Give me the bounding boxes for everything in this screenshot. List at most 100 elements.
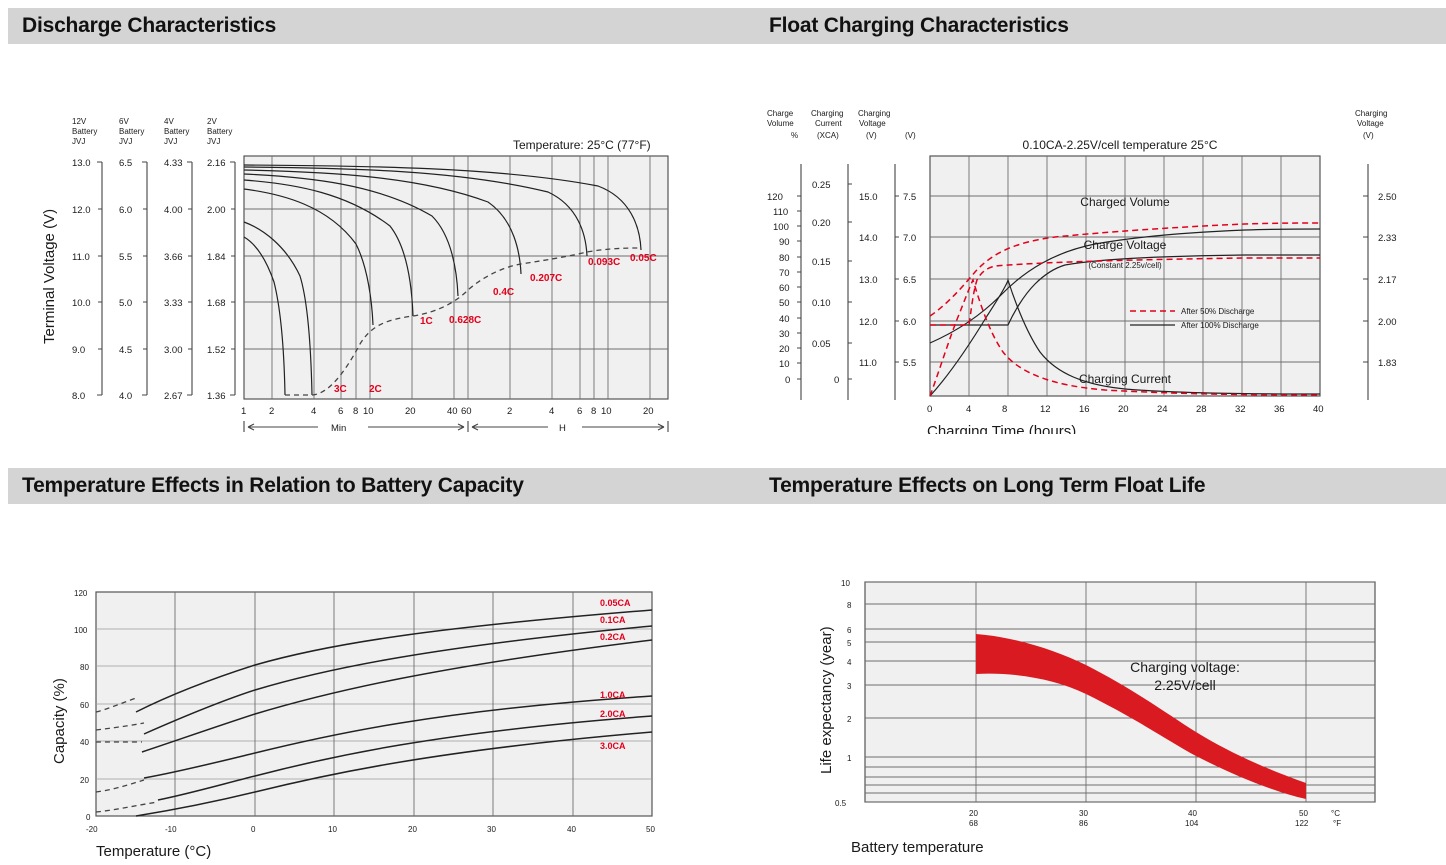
svg-text:12.0: 12.0 [72, 205, 91, 216]
svg-text:2: 2 [269, 406, 274, 417]
svg-text:0.207C: 0.207C [530, 273, 562, 284]
discharge-curves [243, 164, 642, 396]
svg-text:4.33: 4.33 [164, 158, 183, 169]
svg-text:3.33: 3.33 [164, 298, 183, 309]
svg-text:0.25: 0.25 [812, 180, 831, 191]
svg-text:6: 6 [847, 626, 852, 635]
svg-text:2.33: 2.33 [1378, 233, 1397, 244]
svg-text:°C: °C [1331, 809, 1340, 818]
float-yaxis-charge-volume: 120 110 100 90 80 70 60 50 40 30 20 10 0 [767, 164, 802, 400]
svg-text:2.25V/cell: 2.25V/cell [1154, 677, 1215, 693]
svg-text:8: 8 [1002, 404, 1007, 415]
svg-text:0.4C: 0.4C [493, 287, 514, 298]
discharge-yaxis-6v: 6.5 6.0 5.5 5.0 4.5 4.0 [119, 158, 148, 402]
svg-text:0.628C: 0.628C [449, 315, 481, 326]
svg-text:2.00: 2.00 [1378, 317, 1397, 328]
svg-text:2.00: 2.00 [207, 205, 226, 216]
svg-text:6.5: 6.5 [119, 158, 132, 169]
svg-text:100: 100 [773, 222, 789, 233]
svg-text:0.2CA: 0.2CA [600, 632, 626, 642]
svg-text:9.0: 9.0 [72, 345, 85, 356]
svg-text:Battery: Battery [164, 127, 189, 136]
page-title: Discharge Characteristics [22, 14, 277, 37]
svg-text:4: 4 [549, 406, 554, 417]
svg-text:°F: °F [1333, 819, 1341, 828]
svg-text:Voltage: Voltage [1357, 119, 1384, 128]
svg-text:Current: Current [815, 119, 842, 128]
discharge-time-bands: Min H [243, 421, 669, 434]
svg-text:30: 30 [1079, 809, 1088, 818]
svg-text:120: 120 [74, 589, 88, 598]
tempcap-ylabel: Capacity (%) [51, 678, 68, 764]
floatlife-xlabel: Battery temperature [851, 839, 984, 856]
svg-text:Battery: Battery [119, 127, 144, 136]
svg-text:8: 8 [591, 406, 596, 417]
svg-text:(V): (V) [866, 131, 877, 140]
svg-text:30: 30 [487, 825, 496, 834]
svg-text:4V: 4V [164, 117, 174, 126]
svg-text:4.00: 4.00 [164, 205, 183, 216]
discharge-yaxis-4v: 4.33 4.00 3.66 3.33 3.00 2.67 [164, 158, 193, 402]
svg-text:2.17: 2.17 [1378, 275, 1397, 286]
svg-text:Charge Voltage: Charge Voltage [1084, 238, 1167, 252]
svg-text:60: 60 [80, 701, 89, 710]
svg-text:0.15: 0.15 [812, 257, 831, 268]
panel-discharge-header: Discharge Characteristics [8, 8, 757, 44]
float-legend: After 50% Discharge After 100% Discharge [1130, 307, 1259, 330]
svg-text:0.05: 0.05 [812, 339, 831, 350]
discharge-curve-labels: 3C 2C 1C 0.628C 0.4C 0.207C 0.093C 0.05C [334, 253, 657, 395]
tempcap-curves [95, 609, 653, 817]
svg-text:0: 0 [86, 813, 91, 822]
svg-text:H: H [559, 423, 566, 434]
svg-text:120: 120 [767, 192, 783, 203]
float-curves-100pct [929, 228, 1321, 397]
svg-text:16: 16 [1079, 404, 1090, 415]
svg-text:7.5: 7.5 [903, 192, 916, 203]
svg-text:60: 60 [779, 283, 790, 294]
svg-text:2: 2 [507, 406, 512, 417]
svg-text:3.00: 3.00 [164, 345, 183, 356]
svg-text:1.84: 1.84 [207, 252, 226, 263]
svg-text:80: 80 [779, 253, 790, 264]
svg-text:10: 10 [841, 579, 850, 588]
svg-text:0: 0 [834, 375, 839, 386]
svg-text:2.16: 2.16 [207, 158, 226, 169]
svg-text:11.0: 11.0 [72, 252, 90, 263]
svg-text:Charging Current: Charging Current [1079, 372, 1172, 386]
svg-text:4.5: 4.5 [119, 345, 132, 356]
floatlife-ylabel: Life expectancy (year) [818, 626, 835, 774]
svg-text:68: 68 [969, 819, 978, 828]
tempcap-xaxis-ticks: -20 -10 0 10 20 30 40 50 [86, 825, 655, 834]
svg-text:(V): (V) [905, 131, 916, 140]
svg-text:86: 86 [1079, 819, 1088, 828]
svg-text:0: 0 [251, 825, 256, 834]
svg-text:40: 40 [1313, 404, 1324, 415]
svg-text:5.5: 5.5 [119, 252, 132, 263]
svg-text:6.0: 6.0 [903, 317, 916, 328]
svg-text:60: 60 [461, 406, 472, 417]
svg-text:4: 4 [847, 658, 852, 667]
tempcap-yaxis-ticks: 120 100 80 60 40 20 0 [74, 589, 91, 822]
svg-text:0.20: 0.20 [812, 218, 831, 229]
svg-text:JVJ: JVJ [119, 137, 132, 146]
svg-text:10: 10 [779, 359, 790, 370]
svg-text:30: 30 [779, 329, 790, 340]
panel-floatlife-title: Temperature Effects on Long Term Float L… [769, 474, 1206, 497]
svg-text:20: 20 [1118, 404, 1129, 415]
svg-text:20: 20 [969, 809, 978, 818]
discharge-yaxis-2v: 2.16 2.00 1.84 1.68 1.52 1.36 [207, 158, 236, 402]
svg-text:1.52: 1.52 [207, 345, 226, 356]
svg-text:40: 40 [567, 825, 576, 834]
panel-floatlife-header: Temperature Effects on Long Term Float L… [755, 468, 1446, 504]
panel-discharge: Discharge Characteristics 12V Battery JVJ … [8, 8, 757, 438]
svg-text:5.5: 5.5 [903, 358, 916, 369]
float-curve-labels: Charged Volume Charge Voltage (Constant … [1079, 195, 1172, 386]
svg-text:20: 20 [643, 406, 654, 417]
svg-text:24: 24 [1157, 404, 1168, 415]
svg-text:Charging: Charging [858, 109, 890, 118]
